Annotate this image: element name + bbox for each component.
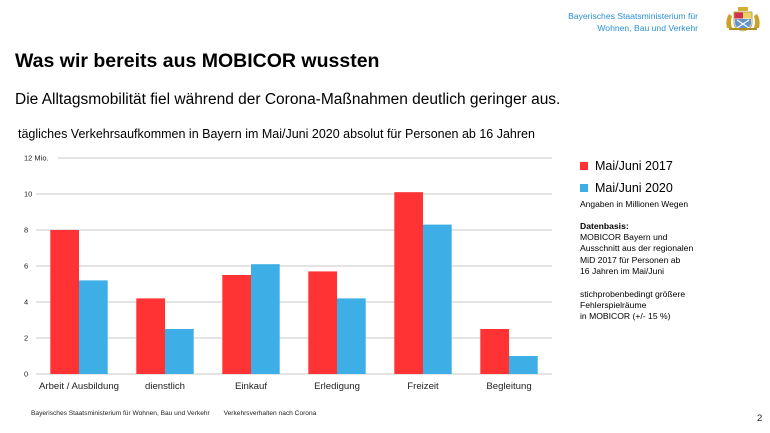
chart-legend: Mai/Juni 2017 Mai/Juni 2020 Angaben in M…: [580, 155, 688, 209]
y-tick-label: 6: [24, 262, 28, 271]
legend-label-2017: Mai/Juni 2017: [595, 159, 673, 173]
bar-2017-arbeit-ausbildung: [50, 230, 79, 374]
bar-2020-begleitung: [509, 356, 538, 374]
page-number: 2: [757, 413, 763, 424]
footer-org: Bayerisches Staatsministerium für Wohnen…: [31, 410, 210, 417]
y-tick-label: 8: [24, 226, 28, 235]
legend-swatch-2017: [580, 162, 588, 170]
caveat-line: stichprobenbedingt größere: [580, 289, 686, 300]
bar-2017-begleitung: [480, 329, 509, 374]
notes-line: 16 Jahren im Mai/Juni: [580, 265, 665, 276]
y-tick-label: 0: [24, 370, 28, 379]
x-category-label: dienstlich: [145, 381, 185, 392]
bar-2020-freizeit: [423, 224, 452, 374]
y-tick-label: 10: [24, 190, 32, 199]
notes-line: Ausschnitt aus der regionalen: [580, 243, 694, 254]
bar-2017-freizeit: [394, 192, 423, 374]
legend-item-2020: Mai/Juni 2020: [580, 177, 688, 199]
slide-subtitle: Die Alltagsmobilität fiel während der Co…: [15, 91, 561, 108]
notes-line: MOBICOR Bayern und: [580, 232, 668, 243]
footer: Bayerisches Staatsministerium für Wohnen…: [31, 410, 316, 417]
y-tick-label: 4: [24, 298, 28, 307]
bar-2020-erledigung: [337, 298, 366, 374]
footer-topic: Verkehrsverhalten nach Corona: [223, 410, 317, 417]
bar-2020-dienstlich: [165, 329, 194, 374]
notes-line: MiD 2017 für Personen ab: [580, 254, 681, 265]
y-tick-label: 12 Mio.: [24, 154, 49, 163]
legend-swatch-2020: [580, 184, 588, 192]
bar-2017-einkauf: [222, 275, 251, 374]
x-category-label: Einkauf: [235, 381, 267, 392]
data-source-notes: Datenbasis: MOBICOR Bayern und Ausschnit…: [580, 221, 693, 323]
caveat-line: Fehlerspielräume: [580, 300, 647, 311]
notes-heading: Datenbasis:: [580, 221, 629, 231]
x-category-label: Begleitung: [486, 381, 531, 392]
x-category-label: Arbeit / Ausbildung: [39, 381, 119, 392]
caveat-line: in MOBICOR (+/- 15 %): [580, 311, 671, 322]
ministry-name: Bayerisches Staatsministerium für Wohnen…: [568, 11, 698, 34]
legend-label-2020: Mai/Juni 2020: [595, 181, 673, 195]
unit-note: Angaben in Millionen Wegen: [580, 199, 689, 209]
bar-2020-einkauf: [251, 264, 280, 374]
bar-2017-dienstlich: [136, 298, 165, 374]
y-tick-label: 2: [24, 334, 28, 343]
legend-item-2017: Mai/Juni 2017: [580, 155, 688, 177]
ministry-name-line2: Wohnen, Bau und Verkehr: [597, 22, 698, 33]
bavarian-coat-of-arms-icon: [726, 7, 760, 32]
chart-title: tägliches Verkehrsaufkommen in Bayern im…: [18, 127, 535, 141]
ministry-name-line1: Bayerisches Staatsministerium für: [568, 11, 698, 21]
x-category-label: Erledigung: [314, 381, 360, 392]
bar-2017-erledigung: [308, 271, 337, 374]
slide-title: Was wir bereits aus MOBICOR wussten: [15, 50, 380, 72]
x-category-label: Freizeit: [407, 381, 439, 392]
bar-2020-arbeit-ausbildung: [79, 280, 108, 374]
